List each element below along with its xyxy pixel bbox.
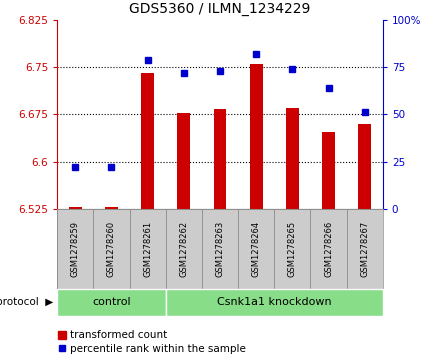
Text: protocol  ▶: protocol ▶ (0, 297, 53, 307)
Bar (166, 209, 202, 289)
Text: GSM1278260: GSM1278260 (107, 221, 116, 277)
Text: GSM1278263: GSM1278263 (216, 221, 224, 277)
Text: GDS5360 / ILMN_1234229: GDS5360 / ILMN_1234229 (129, 2, 311, 16)
Bar (202, 209, 238, 289)
Bar (141, 73, 154, 209)
Bar (311, 209, 347, 289)
Text: GSM1278267: GSM1278267 (360, 221, 369, 277)
Bar (347, 209, 383, 289)
Bar (250, 64, 263, 209)
Bar (166, 289, 383, 316)
Bar (359, 124, 371, 209)
Bar (274, 209, 311, 289)
Bar (322, 132, 335, 209)
Bar (105, 208, 118, 209)
Text: GSM1278265: GSM1278265 (288, 221, 297, 277)
Bar (214, 109, 226, 209)
Text: GSM1278262: GSM1278262 (180, 221, 188, 277)
Text: GSM1278259: GSM1278259 (71, 221, 80, 277)
Bar (93, 209, 129, 289)
Text: GSM1278264: GSM1278264 (252, 221, 260, 277)
Bar (177, 113, 190, 209)
Text: control: control (92, 297, 131, 307)
Bar (238, 209, 274, 289)
Text: GSM1278266: GSM1278266 (324, 221, 333, 277)
Bar (286, 108, 299, 209)
Text: GSM1278261: GSM1278261 (143, 221, 152, 277)
Text: Csnk1a1 knockdown: Csnk1a1 knockdown (217, 297, 332, 307)
Bar (57, 209, 93, 289)
Bar (69, 207, 82, 209)
Bar (57, 289, 166, 316)
Bar (129, 209, 166, 289)
Legend: transformed count, percentile rank within the sample: transformed count, percentile rank withi… (54, 326, 250, 358)
